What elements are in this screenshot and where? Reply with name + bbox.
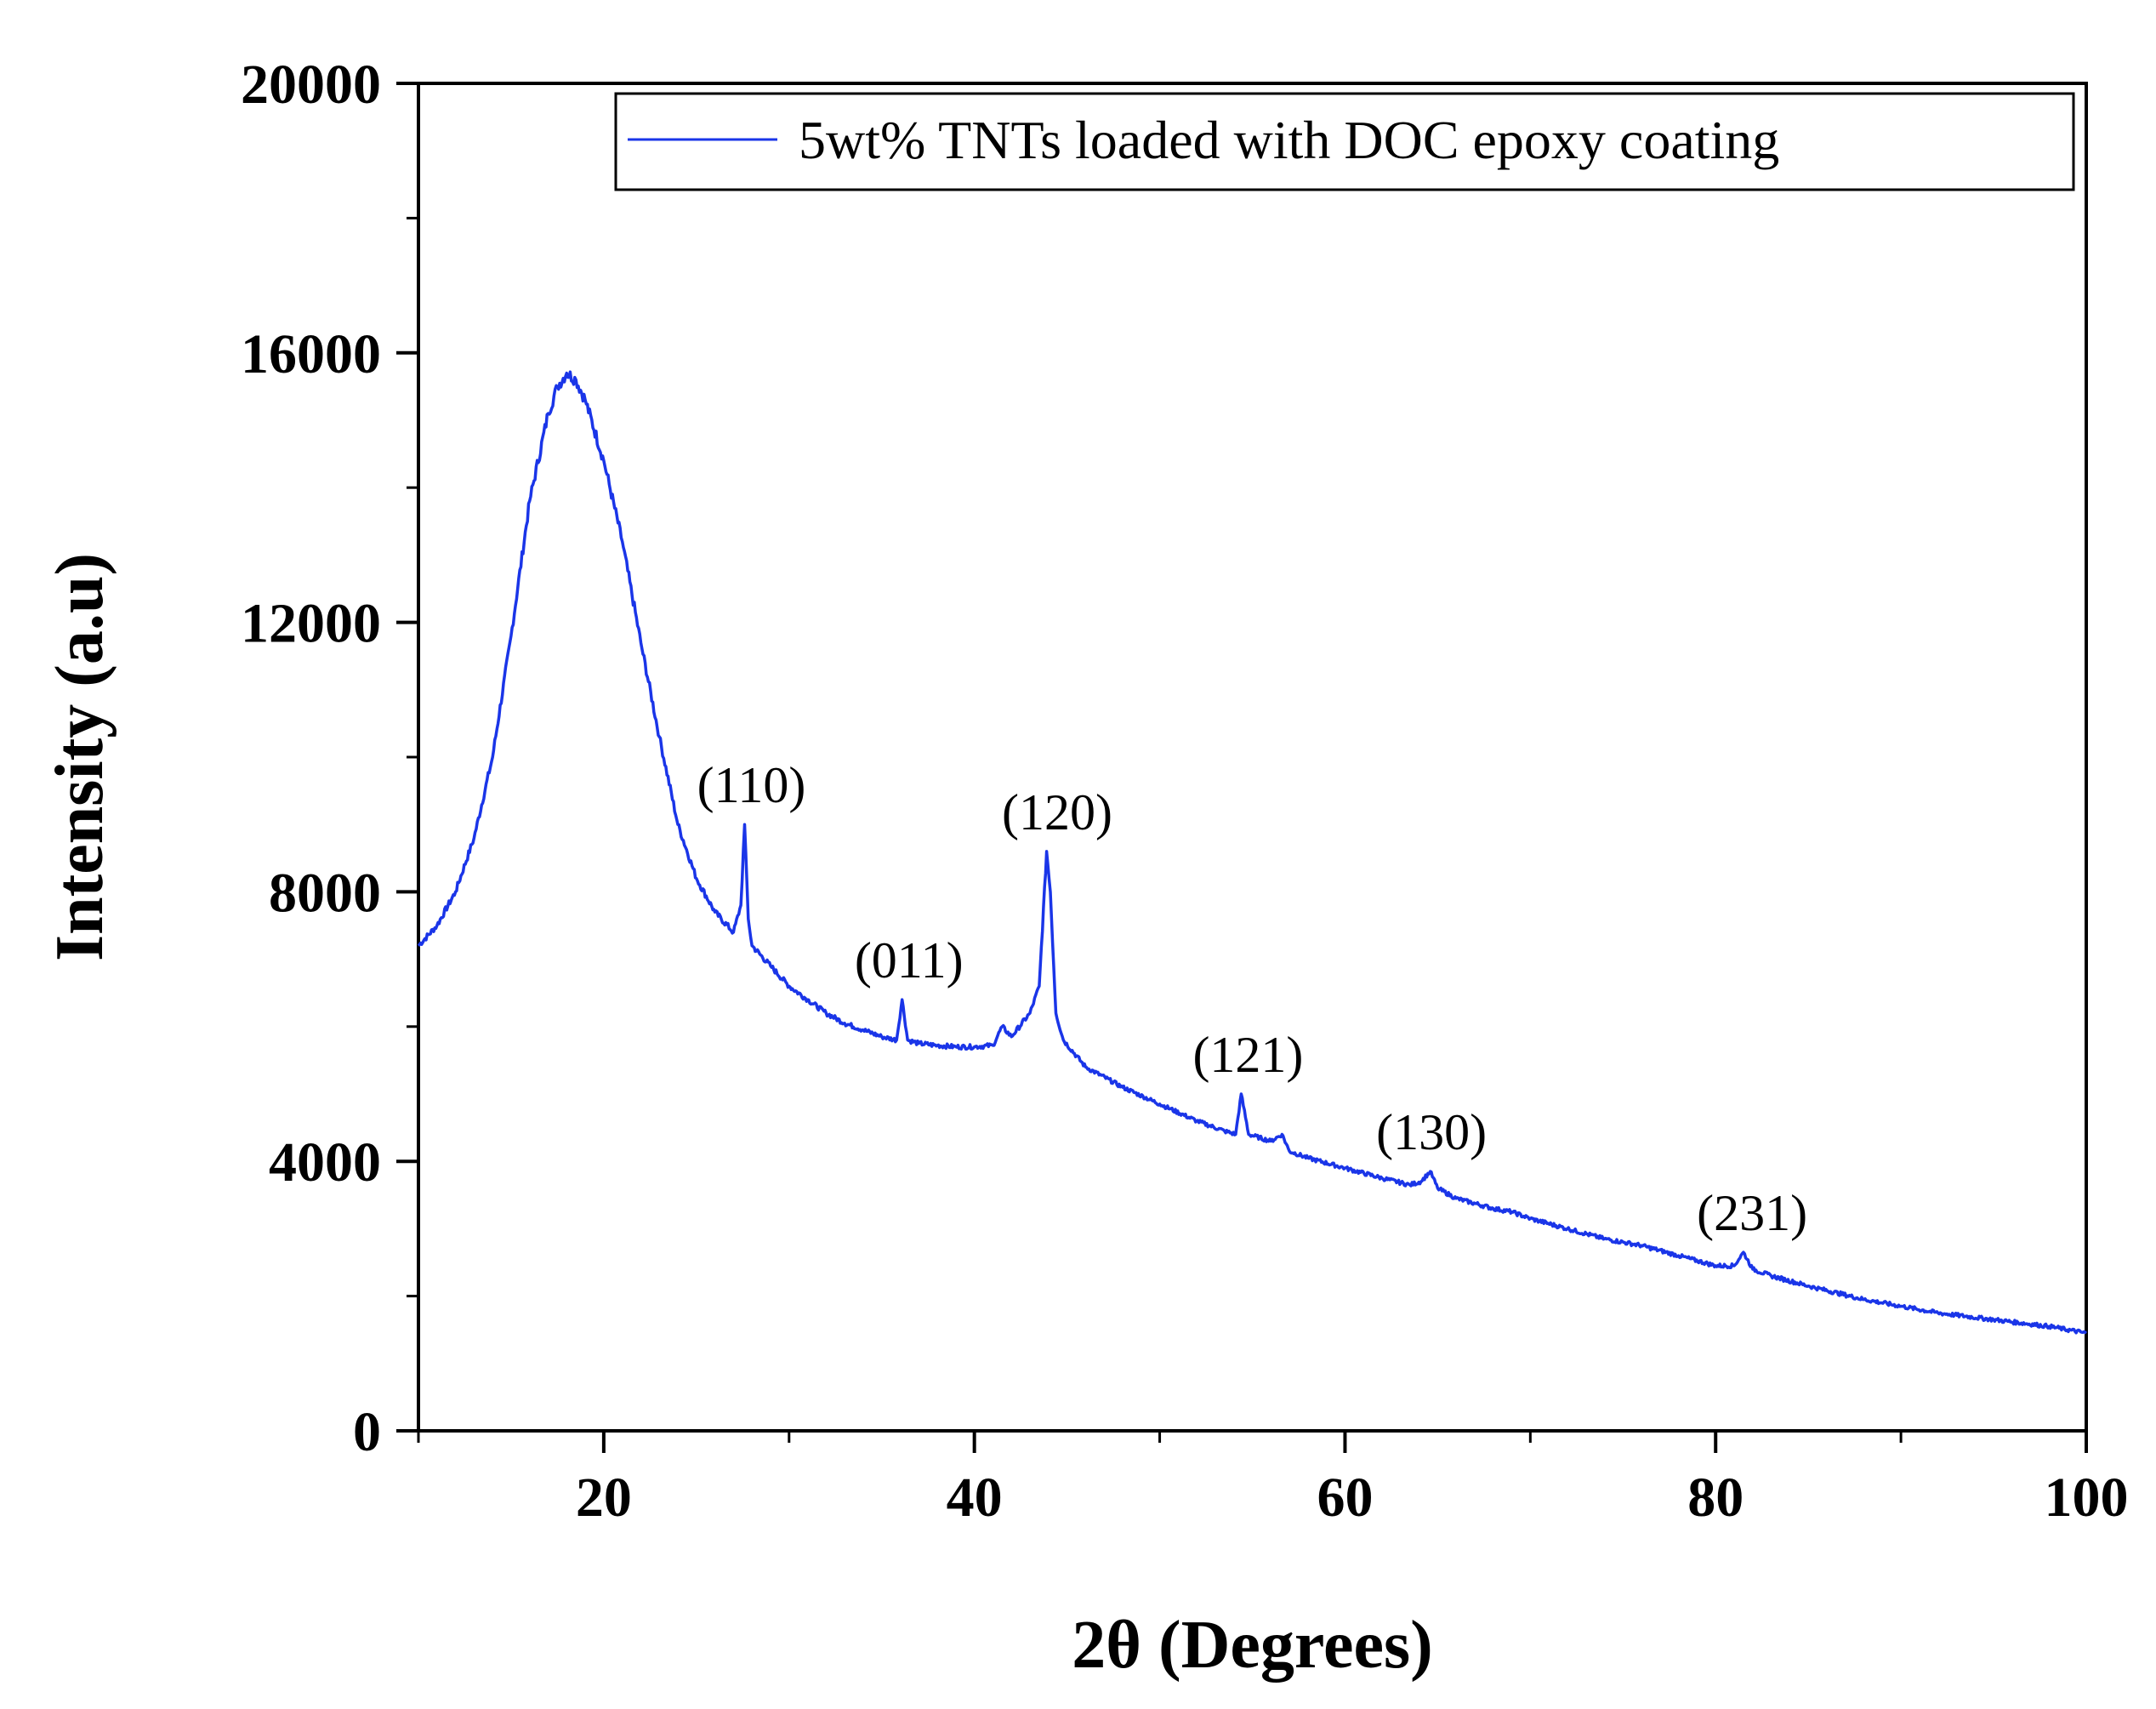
y-tick-label: 12000 (241, 593, 381, 655)
x-axis-title: 2θ (Degrees) (1072, 1608, 1433, 1683)
x-tick-label: 20 (576, 1467, 632, 1529)
legend-label: 5wt% TNTs loaded with DOC epoxy coating (799, 110, 1779, 170)
y-axis-title: Intensity (a.u) (43, 553, 117, 961)
y-tick-label: 8000 (269, 862, 381, 924)
peak-label: (121) (1192, 1027, 1303, 1083)
peak-annotations: (110) (011) (120) (121) (130) (231) (697, 757, 1807, 1241)
y-tick-label: 16000 (241, 323, 381, 385)
y-tick-label: 20000 (241, 54, 381, 116)
x-tick-label: 60 (1317, 1467, 1373, 1529)
series-layer (417, 370, 2088, 1335)
y-tick-label: 4000 (269, 1131, 381, 1193)
peak-label: (011) (855, 932, 964, 988)
x-tick-label: 80 (1687, 1467, 1744, 1529)
peak-label: (231) (1697, 1185, 1807, 1241)
x-tick-label: 40 (947, 1467, 1003, 1529)
peak-label: (130) (1376, 1104, 1487, 1160)
legend: 5wt% TNTs loaded with DOC epoxy coating (614, 92, 2075, 191)
x-tick-label: 100 (2045, 1467, 2129, 1529)
peak-label: (110) (697, 757, 806, 813)
plot-border (417, 82, 2088, 1433)
y-axis-ticks: 0 4000 8000 12000 16000 20000 (241, 54, 418, 1463)
plot-frame (417, 82, 2088, 1433)
series-line (417, 370, 2088, 1335)
x-axis-ticks: 20 40 60 80 100 (417, 1431, 2129, 1529)
peak-label: (120) (1002, 784, 1112, 840)
legend-box (614, 92, 2075, 191)
y-tick-label: 0 (353, 1401, 381, 1463)
